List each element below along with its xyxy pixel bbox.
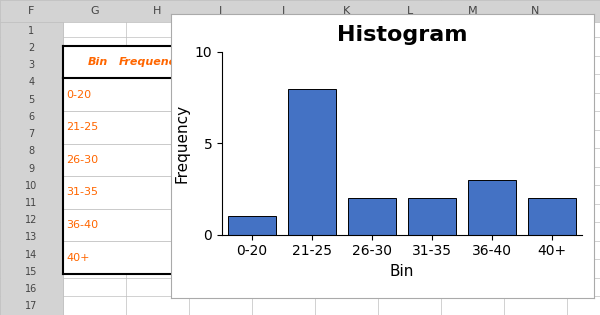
- Text: 31-35: 31-35: [66, 187, 98, 198]
- Bar: [0, 22, 63, 315]
- Text: 1: 1: [28, 26, 35, 36]
- Text: 8: 8: [176, 122, 183, 132]
- Text: 8: 8: [28, 146, 35, 156]
- Text: 2: 2: [176, 253, 183, 263]
- Text: Frequency: Frequency: [119, 57, 183, 67]
- Text: 7: 7: [28, 129, 35, 139]
- Text: I: I: [219, 6, 222, 16]
- Text: 6: 6: [28, 112, 35, 122]
- Text: F: F: [28, 6, 35, 16]
- Title: Histogram: Histogram: [337, 25, 467, 45]
- Text: 10: 10: [25, 181, 38, 191]
- Bar: [468, 180, 516, 235]
- Text: 15: 15: [25, 267, 38, 277]
- Text: M: M: [467, 6, 478, 16]
- Bar: [288, 89, 336, 235]
- Text: 17: 17: [25, 301, 38, 312]
- Text: 21-25: 21-25: [66, 122, 98, 132]
- Bar: [408, 198, 456, 235]
- Text: 13: 13: [25, 232, 38, 243]
- X-axis label: Bin: Bin: [390, 264, 414, 279]
- Bar: [63, 176, 189, 209]
- Text: 2: 2: [176, 155, 183, 165]
- Text: 5: 5: [28, 94, 35, 105]
- Text: H: H: [154, 6, 161, 16]
- Bar: [63, 144, 189, 176]
- Text: 1: 1: [176, 89, 183, 100]
- Bar: [0, 0, 600, 22]
- Bar: [348, 198, 396, 235]
- Text: 11: 11: [25, 198, 38, 208]
- Bar: [63, 209, 189, 241]
- Bar: [228, 216, 276, 235]
- Text: 4: 4: [28, 77, 35, 87]
- Bar: [63, 241, 189, 274]
- Text: 2: 2: [176, 187, 183, 198]
- Text: 14: 14: [25, 250, 38, 260]
- Text: 0-20: 0-20: [66, 89, 91, 100]
- Text: J: J: [282, 6, 285, 16]
- Y-axis label: Frequency: Frequency: [174, 104, 189, 183]
- Text: 3: 3: [176, 220, 183, 230]
- Text: 40+: 40+: [66, 253, 89, 263]
- Text: 2: 2: [28, 43, 35, 53]
- Text: Bin: Bin: [88, 57, 109, 67]
- Text: 16: 16: [25, 284, 38, 294]
- Text: G: G: [90, 6, 99, 16]
- Text: 36-40: 36-40: [66, 220, 98, 230]
- Bar: [63, 78, 189, 111]
- Text: 26-30: 26-30: [66, 155, 98, 165]
- Text: K: K: [343, 6, 350, 16]
- Text: L: L: [406, 6, 413, 16]
- Bar: [63, 111, 189, 144]
- Text: 3: 3: [28, 60, 35, 70]
- Text: 12: 12: [25, 215, 38, 225]
- Bar: [63, 46, 189, 78]
- Bar: [528, 198, 576, 235]
- Text: N: N: [532, 6, 539, 16]
- Text: 9: 9: [28, 163, 35, 174]
